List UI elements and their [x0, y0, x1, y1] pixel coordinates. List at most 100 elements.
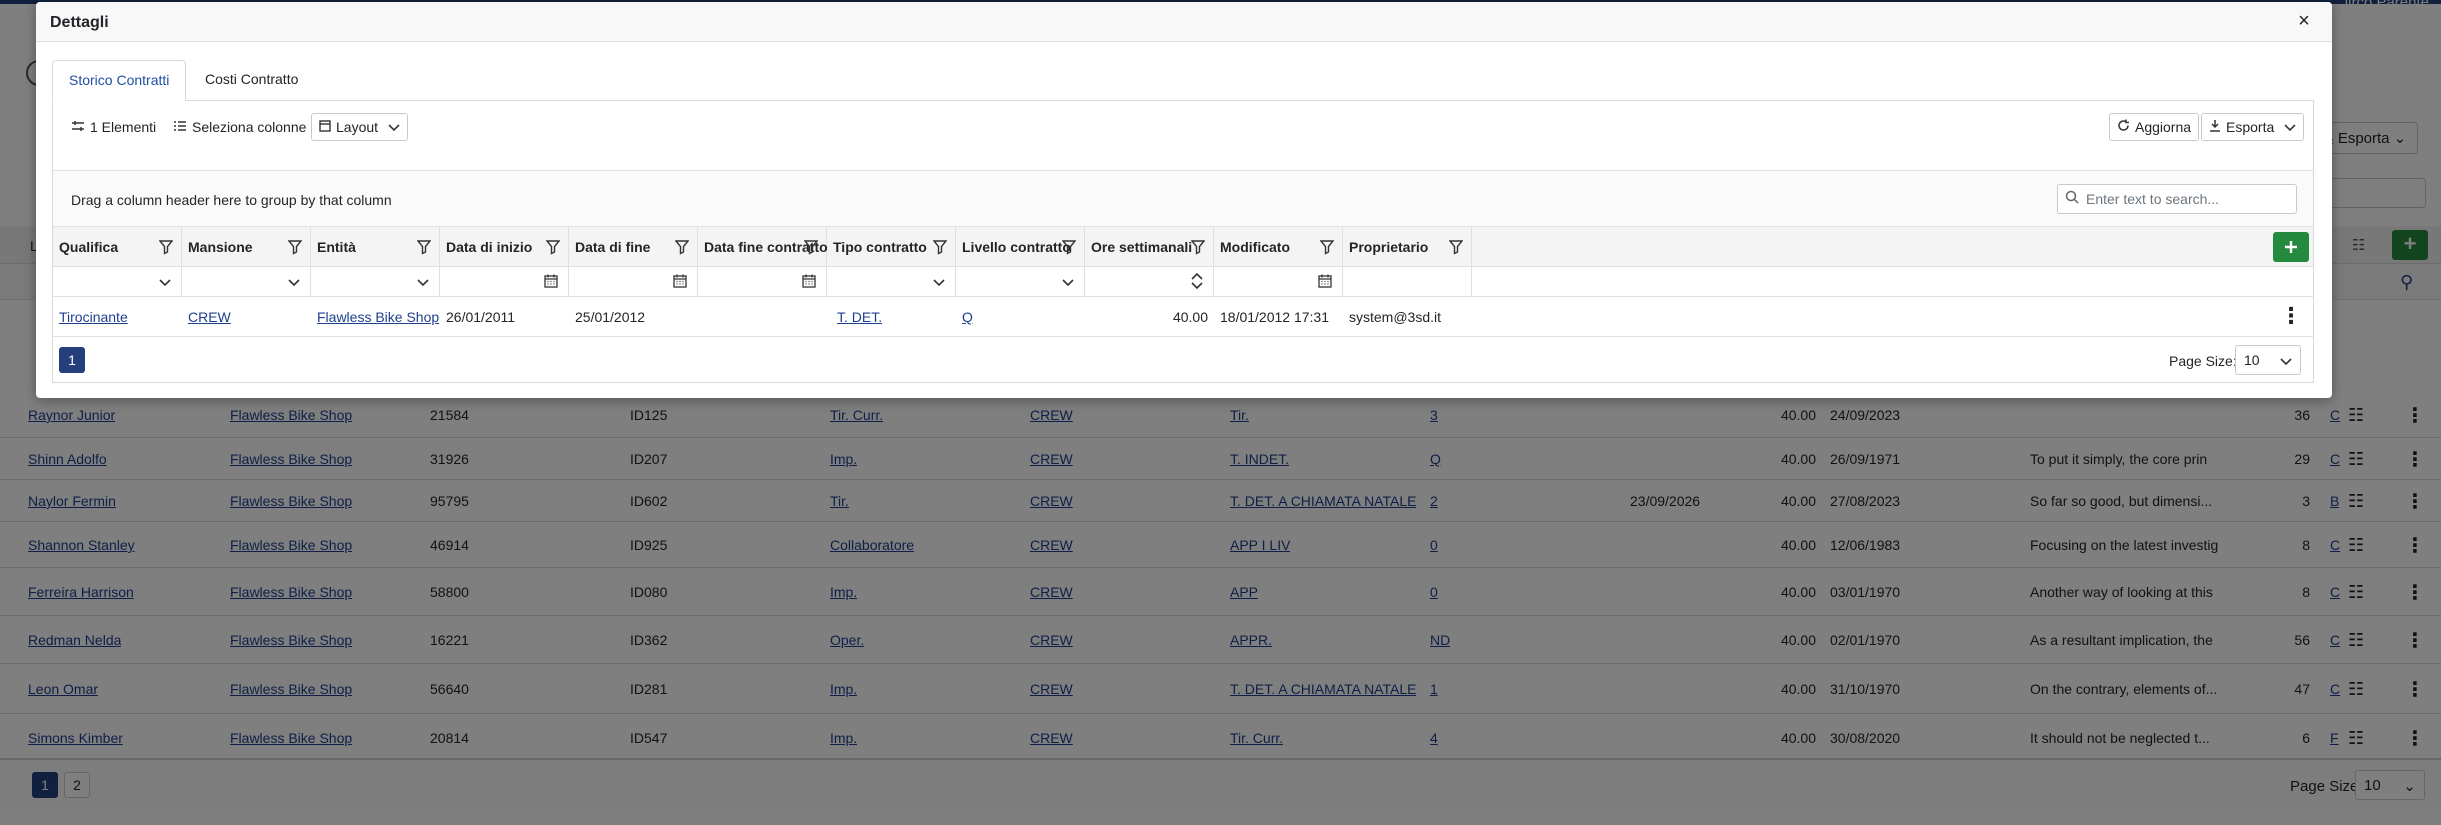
page-size-value: 10 — [2244, 352, 2260, 368]
tab-costi-contratto[interactable]: Costi Contratto — [205, 71, 299, 87]
page-size-label: Page Size: — [2169, 353, 2237, 369]
column-filter-cell[interactable] — [1343, 267, 1472, 297]
column-filter-cell[interactable] — [827, 267, 956, 297]
filter-icon[interactable] — [932, 239, 948, 255]
page-size-select[interactable]: 10 — [2235, 345, 2301, 375]
column-header[interactable]: Mansione — [182, 227, 311, 267]
modal-header: Dettagli × — [36, 2, 2332, 42]
ore-settimanali-cell: 40.00 — [1172, 309, 1208, 325]
column-header[interactable]: Tipo contratto — [827, 227, 956, 267]
column-filter-cell[interactable] — [1085, 267, 1214, 297]
grid-body: Tirocinante CREW Flawless Bike Shop 26/0… — [53, 297, 2313, 337]
column-filter-cell[interactable] — [53, 267, 182, 297]
filter-icon[interactable] — [1448, 239, 1464, 255]
column-header-label: Data di fine — [575, 239, 651, 255]
column-header[interactable]: Data fine contratto — [698, 227, 828, 267]
filter-icon[interactable] — [545, 239, 561, 255]
calendar-icon[interactable] — [802, 274, 818, 290]
column-header-label: Proprietario — [1349, 239, 1429, 255]
column-header-label: Tipo contratto — [833, 239, 927, 255]
select-columns-label: Seleziona colonne — [192, 119, 307, 135]
close-icon[interactable]: × — [2298, 10, 2310, 32]
layout-button[interactable]: Layout — [311, 113, 408, 141]
chevron-down-icon[interactable] — [415, 274, 431, 290]
search-input[interactable] — [2057, 184, 2297, 214]
column-filter-cell[interactable] — [182, 267, 311, 297]
column-header[interactable]: Entità — [311, 227, 440, 267]
entita-link[interactable]: Flawless Bike Shop — [317, 309, 440, 325]
sliders-icon — [71, 120, 85, 135]
column-header[interactable]: Data di fine — [569, 227, 698, 267]
layout-label: Layout — [336, 119, 379, 135]
proprietario-cell: system@3sd.it — [1349, 309, 1442, 325]
column-header[interactable]: Livello contratto — [956, 227, 1085, 267]
column-header-label: Mansione — [188, 239, 253, 255]
elements-count-button[interactable]: 1 Elementi — [63, 113, 164, 141]
modificato-cell: 18/01/2012 17:31 — [1220, 309, 1329, 325]
mansione-link[interactable]: CREW — [188, 309, 231, 325]
chevron-down-icon — [388, 119, 400, 135]
grid-header: Qualifica Mansione Entità Data di inizio Dat… — [53, 227, 2313, 267]
calendar-icon[interactable] — [673, 274, 689, 290]
filter-icon[interactable] — [416, 239, 432, 255]
search-icon — [2065, 190, 2079, 204]
select-columns-button[interactable]: Seleziona colonne — [165, 113, 314, 141]
table-row[interactable]: Tirocinante CREW Flawless Bike Shop 26/0… — [53, 297, 2313, 337]
modal-title: Dettagli — [50, 14, 109, 31]
refresh-button[interactable]: Aggiorna — [2109, 113, 2200, 141]
add-row-button[interactable] — [2273, 232, 2309, 262]
more-vertical-icon[interactable]: ⋮ — [2280, 303, 2302, 328]
filter-icon[interactable] — [1190, 239, 1206, 255]
chevron-down-icon[interactable] — [286, 274, 302, 290]
column-header[interactable]: Proprietario — [1343, 227, 1472, 267]
export-button[interactable]: Esporta — [2201, 113, 2305, 141]
filter-icon[interactable] — [1319, 239, 1335, 255]
column-header[interactable]: Data di inizio — [440, 227, 569, 267]
chevron-down-icon — [2278, 353, 2294, 369]
qualifica-link[interactable]: Tirocinante — [59, 309, 128, 325]
plus-icon — [2283, 239, 2299, 258]
grid-toolbar: 1 Elementi Seleziona colonne Layout Aggi… — [53, 101, 2313, 171]
column-filter-cell[interactable] — [311, 267, 440, 297]
column-filter-cell[interactable] — [956, 267, 1085, 297]
data-fine-contratto-cell — [698, 297, 827, 337]
column-header[interactable]: Ore settimanali — [1085, 227, 1214, 267]
column-header[interactable]: Modificato — [1214, 227, 1343, 267]
refresh-icon — [2117, 119, 2130, 135]
column-header-label: Data fine contratto — [704, 239, 828, 255]
column-filter-cell[interactable] — [440, 267, 569, 297]
refresh-label: Aggiorna — [2135, 119, 2192, 135]
filter-icon[interactable] — [287, 239, 303, 255]
group-panel[interactable]: Drag a column header here to group by th… — [53, 171, 2313, 227]
column-header-label: Qualifica — [59, 239, 119, 255]
chevron-down-icon[interactable] — [1060, 274, 1076, 290]
tab-panel: 1 Elementi Seleziona colonne Layout Aggi… — [52, 100, 2314, 383]
column-header[interactable]: Qualifica — [53, 227, 182, 267]
export-label: Esporta — [2226, 119, 2275, 135]
spin-arrows-icon[interactable] — [1189, 272, 1205, 290]
chevron-down-icon[interactable] — [931, 274, 947, 290]
column-filter-cell[interactable] — [1214, 267, 1343, 297]
column-filter-cell[interactable] — [569, 267, 698, 297]
column-header-label: Ore settimanali — [1091, 239, 1193, 255]
chevron-down-icon — [2284, 119, 2296, 135]
tipo-contratto-link[interactable]: T. DET. — [837, 309, 883, 325]
filter-icon[interactable] — [803, 239, 819, 255]
column-header-label: Livello contratto — [962, 239, 1071, 255]
livello-contratto-link[interactable]: Q — [962, 309, 973, 325]
data-inizio-cell: 26/01/2011 — [446, 309, 516, 325]
filter-icon[interactable] — [1061, 239, 1077, 255]
layout-icon — [319, 120, 331, 135]
calendar-icon[interactable] — [544, 274, 560, 290]
filter-icon[interactable] — [674, 239, 690, 255]
elements-count-label: 1 Elementi — [90, 119, 157, 135]
grid-pager: 1 Page Size: 10 — [53, 337, 2313, 383]
tab-storico-contratti[interactable]: Storico Contratti — [52, 60, 187, 101]
calendar-icon[interactable] — [1318, 274, 1334, 290]
column-header-label: Modificato — [1220, 239, 1290, 255]
column-filter-cell[interactable] — [698, 267, 827, 297]
download-icon — [2209, 119, 2221, 135]
page-button-1[interactable]: 1 — [59, 347, 85, 373]
chevron-down-icon[interactable] — [157, 274, 173, 290]
filter-icon[interactable] — [158, 239, 174, 255]
